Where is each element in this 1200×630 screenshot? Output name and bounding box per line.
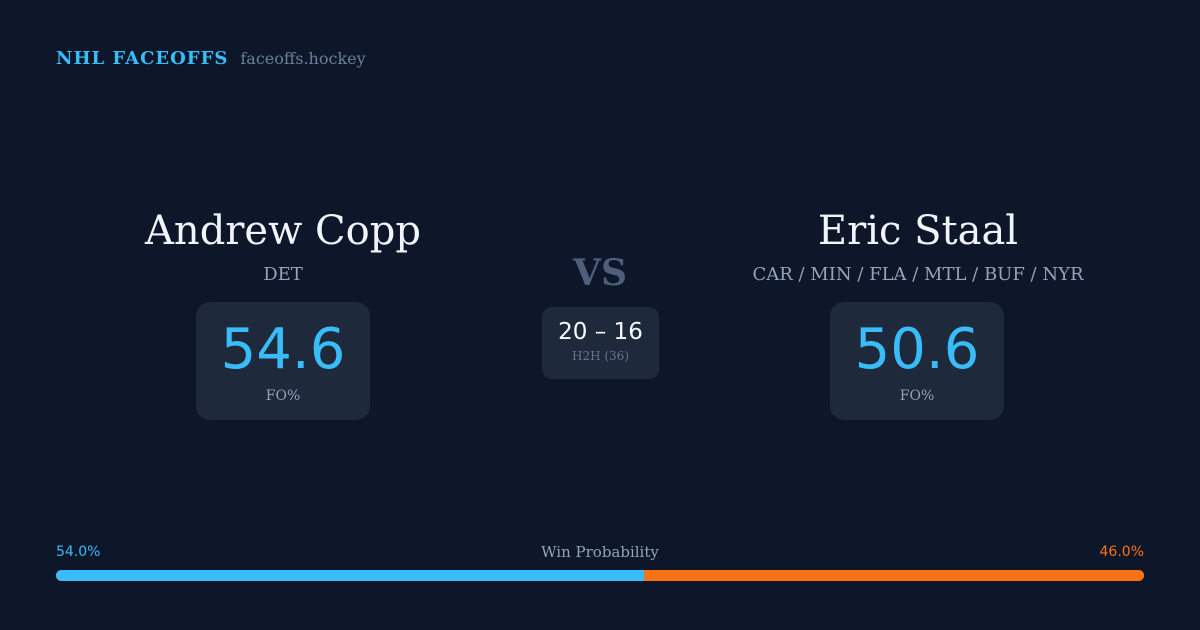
win-probability-bar: [56, 570, 1144, 581]
player-b: Eric Staal CAR / MIN / FLA / MTL / BUF /…: [708, 206, 1128, 285]
player-a-team: DET: [263, 264, 303, 285]
player-b-team: CAR / MIN / FLA / MTL / BUF / NYR: [752, 264, 1084, 285]
player-a-fo-card: 54.6 FO%: [196, 302, 370, 420]
brand-url: faceoffs.hockey: [240, 49, 366, 68]
player-a-name: Andrew Copp: [145, 208, 421, 254]
h2h-label: H2H (36): [571, 349, 629, 363]
win-prob-bar-b: [643, 570, 1144, 581]
player-b-fo-label: FO%: [899, 388, 935, 404]
player-b-name: Eric Staal: [817, 208, 1019, 254]
h2h-card: 20 – 16 H2H (36): [542, 307, 659, 379]
player-b-fo-card: 50.6 FO%: [830, 302, 1004, 420]
player-a: Andrew Copp DET: [73, 206, 493, 285]
brand: NHL FACEOFFS faceoffs.hockey: [56, 48, 366, 69]
vs-label: VS: [573, 252, 627, 294]
win-prob-b: 46.0%: [1099, 544, 1144, 560]
player-a-fo-value: 54.6: [220, 317, 346, 382]
player-b-fo-value: 50.6: [854, 317, 980, 382]
h2h-score: 20 – 16: [558, 319, 643, 345]
brand-name: NHL FACEOFFS: [56, 48, 229, 69]
win-prob-title: Win Probability: [541, 543, 659, 561]
player-a-fo-label: FO%: [265, 388, 301, 404]
win-prob-bar-a: [56, 570, 644, 581]
win-prob-a: 54.0%: [56, 544, 101, 560]
